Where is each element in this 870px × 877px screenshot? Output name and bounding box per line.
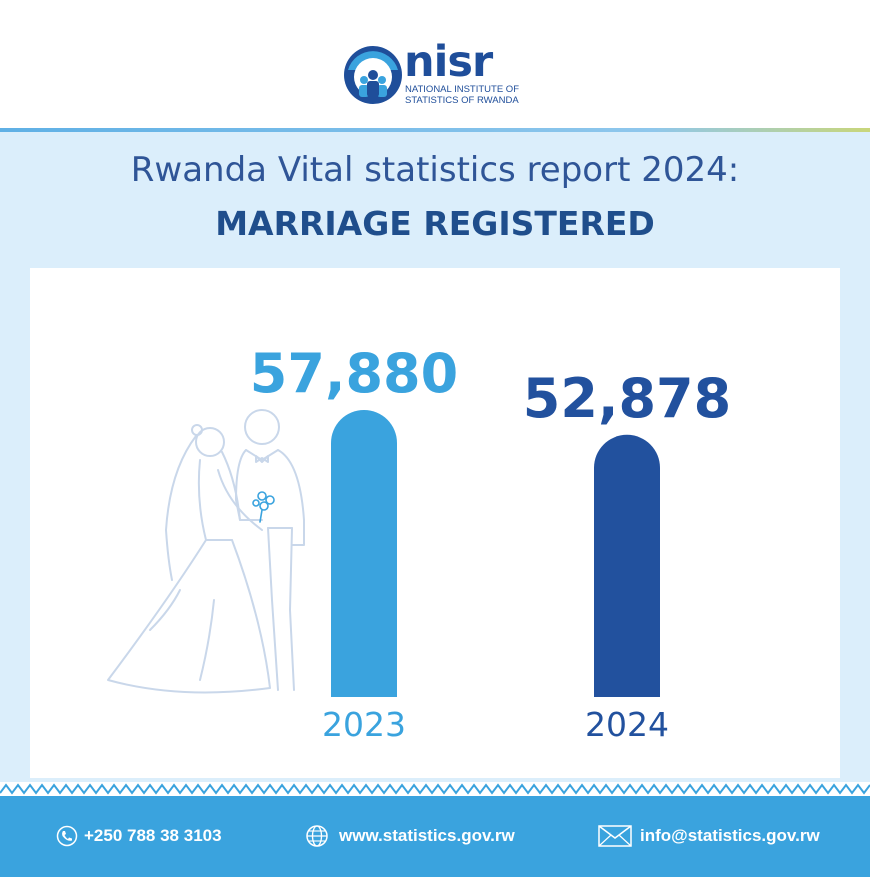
logo-subtitle: NATIONAL INSTITUTE OF STATISTICS OF RWAN… [405, 84, 519, 106]
page-title: Rwanda Vital statistics report 2024: [130, 150, 740, 190]
logo-emblem-icon [344, 46, 402, 104]
footer-email-text: info@statistics.gov.rw [640, 826, 820, 845]
footer-phone[interactable]: +250 788 38 3103 [56, 824, 222, 848]
footer [0, 796, 870, 877]
footer-website-text: www.statistics.gov.rw [339, 826, 515, 845]
logo-wordmark: nisr [404, 37, 493, 87]
header: nisr NATIONAL INSTITUTE OF STATISTICS OF… [0, 0, 870, 128]
decorative-pattern [0, 782, 870, 796]
logo-subtitle-line2: STATISTICS OF RWANDA [405, 95, 519, 106]
chart-card [30, 268, 840, 778]
phone-icon [56, 825, 78, 847]
globe-icon [306, 825, 328, 847]
mail-icon [598, 825, 632, 847]
footer-phone-text: +250 788 38 3103 [84, 826, 222, 845]
footer-email[interactable]: info@statistics.gov.rw [598, 824, 820, 848]
logo-subtitle-line1: NATIONAL INSTITUTE OF [405, 84, 520, 95]
page-subtitle: MARRIAGE REGISTERED [215, 204, 655, 243]
footer-website[interactable]: www.statistics.gov.rw [305, 824, 515, 848]
nisr-logo: nisr NATIONAL INSTITUTE OF STATISTICS OF… [342, 38, 532, 108]
header-divider [0, 128, 870, 132]
